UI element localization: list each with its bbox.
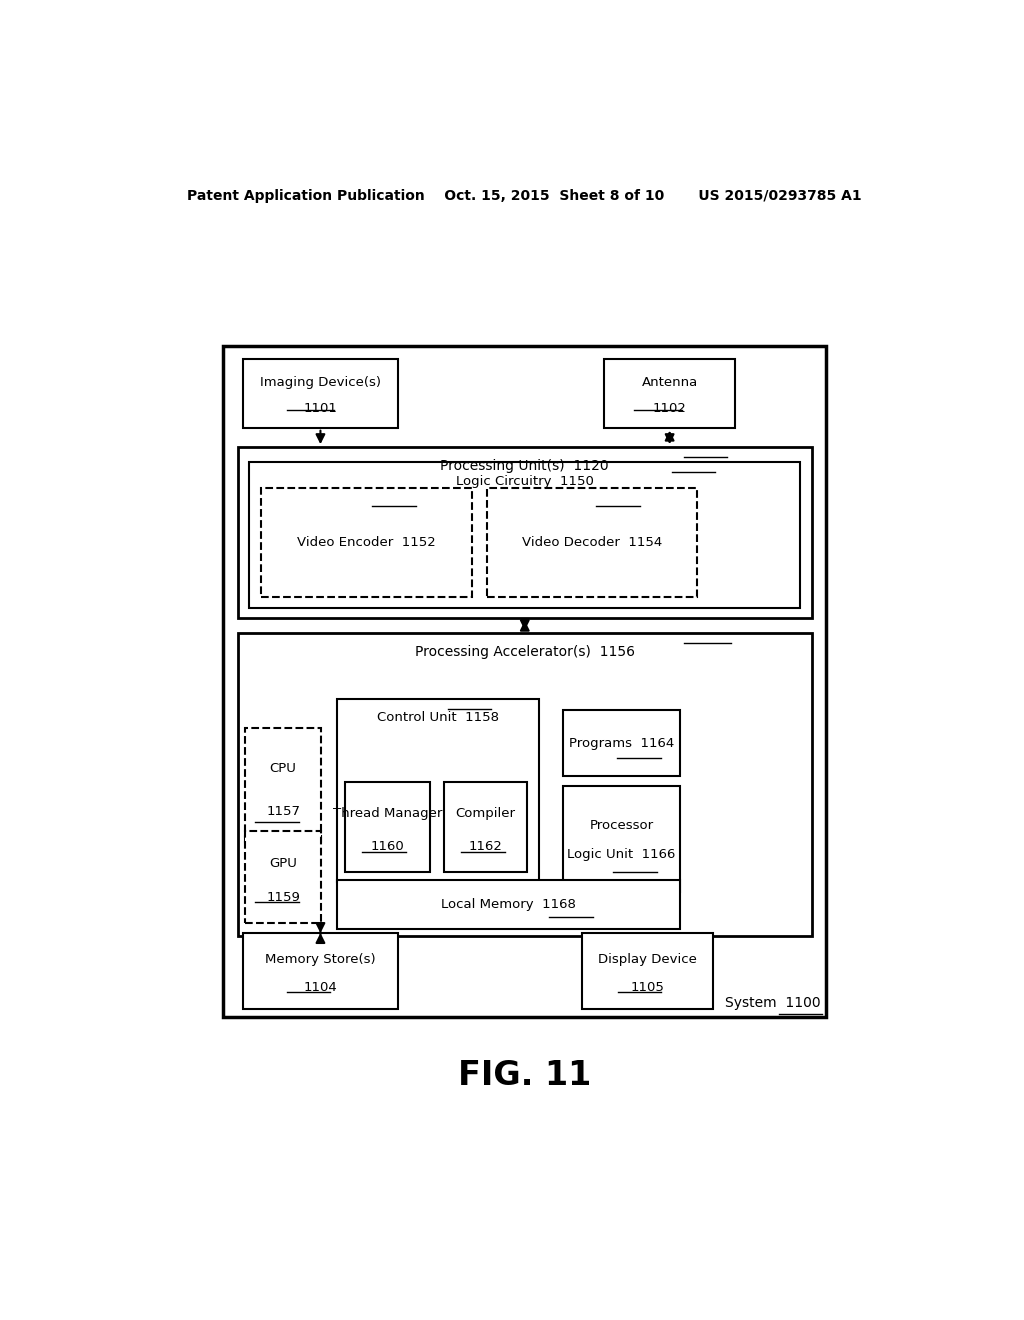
Text: Local Memory  1168: Local Memory 1168 <box>441 898 575 911</box>
Text: 1104: 1104 <box>303 981 337 994</box>
Text: Antenna: Antenna <box>641 376 697 389</box>
FancyBboxPatch shape <box>246 727 321 845</box>
Text: 1105: 1105 <box>631 981 665 994</box>
Text: GPU: GPU <box>269 857 297 870</box>
Text: Thread Manager: Thread Manager <box>333 808 442 820</box>
FancyBboxPatch shape <box>238 447 812 618</box>
Text: Logic Circuitry  1150: Logic Circuitry 1150 <box>456 474 594 487</box>
Text: 1102: 1102 <box>652 401 686 414</box>
Text: Compiler: Compiler <box>456 808 515 820</box>
Text: Video Decoder  1154: Video Decoder 1154 <box>522 536 662 549</box>
Text: Logic Unit  1166: Logic Unit 1166 <box>567 849 676 862</box>
Text: 1162: 1162 <box>469 841 503 853</box>
FancyBboxPatch shape <box>337 880 680 929</box>
Text: Imaging Device(s): Imaging Device(s) <box>260 376 381 389</box>
FancyBboxPatch shape <box>250 462 800 607</box>
Text: Processor: Processor <box>590 818 653 832</box>
Text: Video Encoder  1152: Video Encoder 1152 <box>297 536 436 549</box>
Text: System  1100: System 1100 <box>725 997 821 1010</box>
FancyBboxPatch shape <box>243 359 397 428</box>
Text: Processing Accelerator(s)  1156: Processing Accelerator(s) 1156 <box>415 645 635 659</box>
FancyBboxPatch shape <box>563 785 680 892</box>
FancyBboxPatch shape <box>243 933 397 1008</box>
FancyBboxPatch shape <box>261 487 472 598</box>
Text: 1159: 1159 <box>266 891 300 904</box>
Text: 1160: 1160 <box>371 841 404 853</box>
Text: Patent Application Publication    Oct. 15, 2015  Sheet 8 of 10       US 2015/029: Patent Application Publication Oct. 15, … <box>187 189 862 203</box>
Text: Display Device: Display Device <box>598 953 697 966</box>
FancyBboxPatch shape <box>563 710 680 776</box>
FancyBboxPatch shape <box>604 359 735 428</box>
FancyBboxPatch shape <box>337 700 539 882</box>
Text: FIG. 11: FIG. 11 <box>458 1059 592 1092</box>
FancyBboxPatch shape <box>345 783 430 873</box>
FancyBboxPatch shape <box>238 634 812 936</box>
Text: Memory Store(s): Memory Store(s) <box>265 953 376 966</box>
FancyBboxPatch shape <box>246 832 321 923</box>
Text: 1101: 1101 <box>303 401 337 414</box>
FancyBboxPatch shape <box>223 346 826 1018</box>
Text: CPU: CPU <box>269 762 297 775</box>
Text: 1157: 1157 <box>266 805 300 818</box>
Text: Control Unit  1158: Control Unit 1158 <box>377 711 499 725</box>
Text: Processing Unit(s)  1120: Processing Unit(s) 1120 <box>440 459 609 474</box>
FancyBboxPatch shape <box>443 783 527 873</box>
FancyBboxPatch shape <box>582 933 713 1008</box>
Text: Programs  1164: Programs 1164 <box>569 737 674 750</box>
FancyBboxPatch shape <box>486 487 697 598</box>
